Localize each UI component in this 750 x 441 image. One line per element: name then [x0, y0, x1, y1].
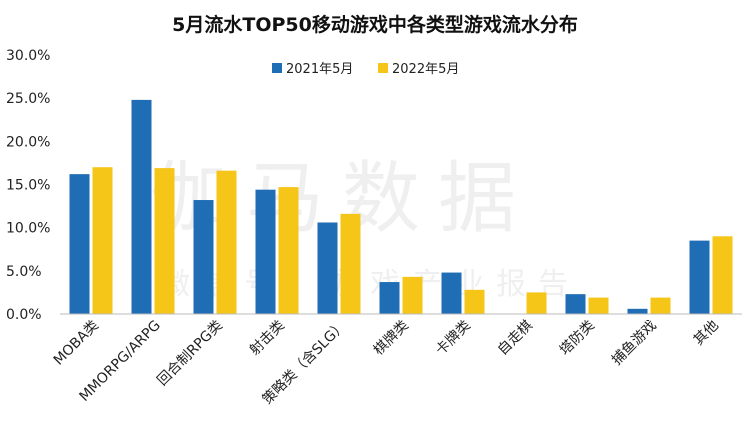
y-tick-label: 30.0%	[6, 48, 50, 64]
x-tick-label: 自走棋	[495, 318, 536, 359]
chart-title: 5月流水TOP50移动游戏中各类型游戏流水分布	[172, 13, 578, 36]
bar-2022-4	[340, 213, 361, 314]
bar-2022-0	[92, 167, 113, 314]
legend-swatch-1	[378, 63, 388, 73]
legend: 2021年5月 2022年5月	[272, 62, 459, 77]
bar-2022-8	[588, 297, 609, 314]
legend-label-1: 2022年5月	[392, 62, 459, 77]
x-tick-label: 射击类	[247, 318, 288, 359]
bar-2022-1	[154, 168, 175, 314]
x-tick-label: 棋牌类	[370, 317, 412, 359]
legend-swatch-0	[272, 63, 282, 73]
bar-2021-1	[131, 99, 152, 314]
bar-2021-4	[317, 222, 338, 314]
bar-2022-2	[216, 170, 237, 314]
legend-label-0: 2021年5月	[286, 62, 353, 77]
y-tick-label: 25.0%	[6, 91, 50, 107]
y-tick-label: 10.0%	[6, 221, 50, 237]
bar-2022-5	[402, 276, 423, 314]
y-tick-label: 20.0%	[6, 134, 50, 150]
x-tick-label: 捕鱼游戏	[608, 317, 660, 369]
x-tick-label: MOBA类	[51, 318, 102, 369]
y-axis: 0.0% 5.0% 10.0% 15.0% 20.0% 25.0% 30.0%	[6, 48, 50, 323]
bar-2021-0	[69, 174, 90, 314]
bar-2022-9	[650, 297, 671, 314]
bar-2021-8	[565, 294, 586, 314]
bar-2021-2	[193, 200, 214, 314]
bar-2021-3	[255, 189, 276, 314]
y-tick-label: 0.0%	[6, 307, 42, 323]
x-tick-label: 其他	[691, 318, 722, 349]
bar-2021-6	[441, 272, 462, 314]
bar-2022-7	[526, 292, 547, 314]
bar-2022-10	[712, 236, 733, 314]
bar-2021-10	[689, 240, 710, 314]
bars	[69, 99, 733, 314]
y-tick-label: 5.0%	[6, 264, 42, 280]
x-tick-label: 塔防类	[557, 318, 598, 359]
bar-2022-6	[464, 289, 485, 314]
bar-2022-3	[278, 187, 299, 314]
y-tick-label: 15.0%	[6, 178, 50, 194]
x-tick-label: 回合制RPG类	[154, 318, 225, 389]
x-tick-label: 卡牌类	[432, 317, 474, 359]
bar-2021-5	[379, 282, 400, 314]
bar-2021-9	[627, 308, 648, 314]
